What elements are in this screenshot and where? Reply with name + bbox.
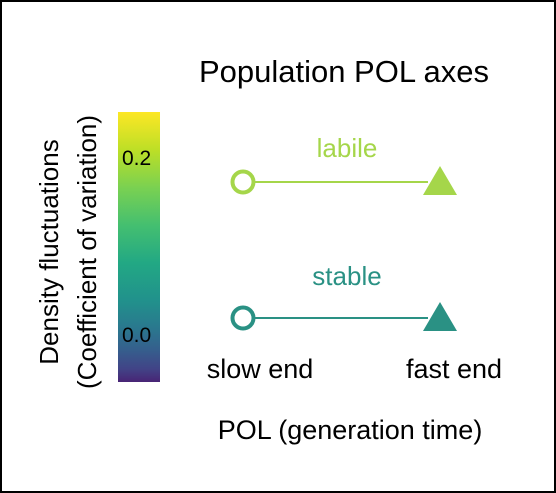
slow-end-circle-icon xyxy=(230,169,256,195)
slow-end-label: slow end xyxy=(207,354,314,384)
colorbar xyxy=(118,112,160,382)
colorbar-label: Density fluctuations xyxy=(34,139,64,364)
x-axis-label: POL (generation time) xyxy=(218,415,483,445)
colorbar-tick-low: 0.0 xyxy=(122,324,151,347)
axis-label-labile: labile xyxy=(317,133,378,163)
figure-title: Population POL axes xyxy=(199,54,489,89)
axis-label-stable: stable xyxy=(312,261,381,291)
axis-stable: stable xyxy=(230,261,457,331)
fast-end-triangle-icon xyxy=(423,302,457,331)
fast-end-label: fast end xyxy=(406,354,502,384)
colorbar-tick-high: 0.2 xyxy=(122,147,151,170)
fast-end-triangle-icon xyxy=(423,166,457,195)
axis-labile: labile xyxy=(230,133,457,195)
slow-end-circle-icon xyxy=(230,305,256,331)
colorbar-label-sub: (Coefficient of variation) xyxy=(72,115,102,389)
